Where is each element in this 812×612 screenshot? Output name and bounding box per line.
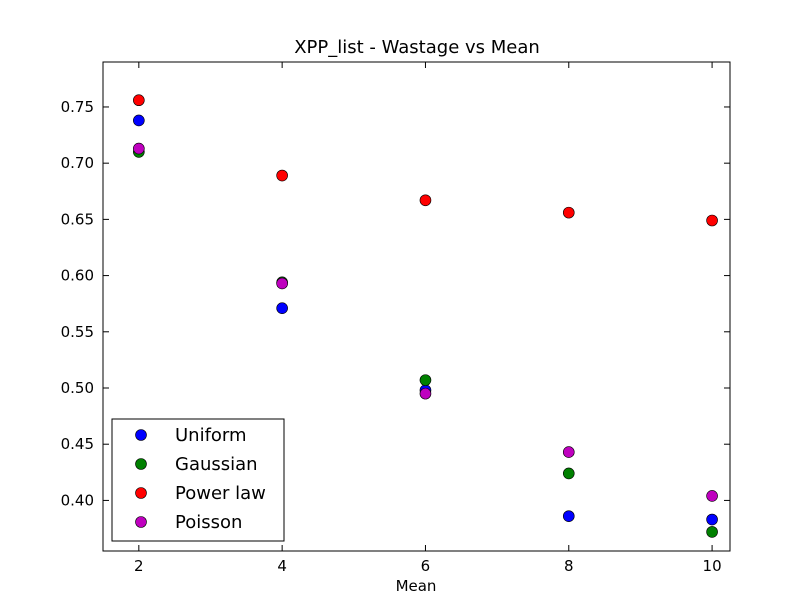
legend-label-power-law: Power law	[175, 483, 266, 504]
data-point-power-law	[419, 194, 432, 207]
data-point-uniform	[562, 510, 575, 522]
legend-marker-poisson	[135, 516, 147, 528]
y-tick-label: 0.70	[61, 154, 94, 172]
data-points	[133, 94, 718, 538]
y-tick-label: 0.50	[61, 379, 94, 397]
y-tick-label: 0.65	[61, 210, 94, 228]
chart-title: XPP_list - Wastage vs Mean	[294, 37, 540, 58]
legend-label-uniform: Uniform	[175, 425, 247, 446]
x-tick-label: 6	[421, 557, 431, 575]
data-point-power-law	[133, 94, 145, 107]
y-tick-label: 0.40	[61, 491, 94, 509]
x-tick-label: 10	[703, 557, 722, 575]
plot-area-frame	[102, 61, 731, 552]
legend-label-gaussian: Gaussian	[175, 454, 258, 475]
x-tick-label: 8	[564, 557, 574, 575]
legend-marker-power-law	[135, 487, 147, 499]
x-tick-label: 2	[134, 557, 144, 575]
y-tick-label: 0.75	[61, 98, 94, 116]
legend: Uniform Gaussian Power law Poisson	[111, 418, 285, 542]
data-point-power-law	[706, 214, 718, 227]
x-tick-label: 4	[277, 557, 287, 575]
data-point-power-law	[276, 169, 288, 182]
y-tick-label: 0.55	[61, 323, 94, 341]
data-point-power-law	[562, 206, 575, 219]
data-point-poisson	[133, 142, 145, 155]
data-point-poisson	[419, 387, 432, 400]
legend-marker-uniform	[135, 429, 147, 441]
data-point-poisson	[562, 446, 575, 458]
legend-label-poisson: Poisson	[175, 512, 242, 533]
data-point-uniform	[276, 302, 288, 314]
data-point-gaussian	[706, 526, 718, 538]
data-point-gaussian	[562, 467, 575, 480]
y-tick-label: 0.60	[61, 267, 94, 285]
axis-ticks: 2 4 6 8 10 0.40 0.45 0.50 0.55 0.60 0.65 0.70 0.75	[61, 62, 730, 575]
y-tick-label: 0.45	[61, 435, 94, 453]
data-point-uniform	[706, 513, 718, 526]
legend-items: Uniform Gaussian Power law Poisson	[135, 425, 266, 533]
data-point-poisson	[276, 277, 288, 290]
legend-marker-gaussian	[135, 458, 147, 470]
data-point-uniform	[133, 114, 145, 127]
data-point-gaussian	[419, 374, 432, 386]
x-axis-label: Mean	[396, 577, 437, 595]
data-point-poisson	[706, 490, 718, 502]
